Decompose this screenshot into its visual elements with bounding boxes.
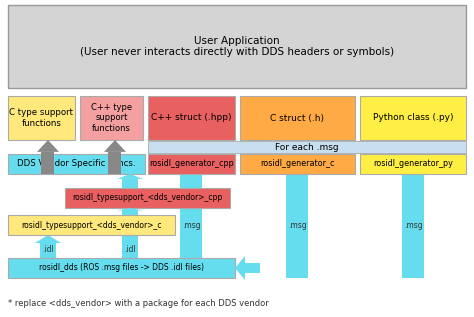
Polygon shape xyxy=(117,208,143,210)
Polygon shape xyxy=(180,174,202,278)
Bar xyxy=(80,96,143,140)
Polygon shape xyxy=(395,154,431,174)
Polygon shape xyxy=(122,179,138,188)
Text: rosidl_generator_cpp: rosidl_generator_cpp xyxy=(149,159,234,169)
Polygon shape xyxy=(245,263,260,273)
Polygon shape xyxy=(117,174,143,179)
Bar xyxy=(360,96,466,140)
Text: C struct (.h): C struct (.h) xyxy=(271,113,325,122)
Text: .idl: .idl xyxy=(42,244,54,254)
Polygon shape xyxy=(279,154,315,174)
Bar xyxy=(65,188,230,208)
Text: User Application
(User never interacts directly with DDS headers or symbols): User Application (User never interacts d… xyxy=(80,36,394,57)
Bar xyxy=(240,96,355,140)
Text: Python class (.py): Python class (.py) xyxy=(373,113,453,122)
Polygon shape xyxy=(40,243,56,258)
Bar xyxy=(8,5,466,88)
Bar xyxy=(148,141,466,153)
Bar xyxy=(240,154,355,174)
Text: For each .msg: For each .msg xyxy=(275,143,339,152)
Polygon shape xyxy=(122,230,138,258)
Polygon shape xyxy=(117,215,143,230)
Text: rosidl_typesupport_<dds_vendor>_c: rosidl_typesupport_<dds_vendor>_c xyxy=(21,221,162,230)
Polygon shape xyxy=(35,235,61,243)
Polygon shape xyxy=(286,174,308,278)
Text: C++ type
support
functions: C++ type support functions xyxy=(91,103,132,133)
Bar xyxy=(148,96,235,140)
Text: .msg: .msg xyxy=(182,221,201,230)
Text: .msg: .msg xyxy=(404,221,422,230)
Polygon shape xyxy=(235,256,245,280)
Text: rosidl_typesupport_<dds_vendor>_cpp: rosidl_typesupport_<dds_vendor>_cpp xyxy=(73,193,223,203)
Bar xyxy=(360,154,466,174)
Polygon shape xyxy=(122,210,138,215)
Text: .idl: .idl xyxy=(124,244,136,254)
Bar xyxy=(8,215,175,235)
Text: C type support
functions: C type support functions xyxy=(9,108,73,128)
Text: .msg: .msg xyxy=(288,221,306,230)
Polygon shape xyxy=(37,140,59,152)
Bar xyxy=(8,258,235,278)
Text: rosidl_generator_py: rosidl_generator_py xyxy=(373,159,453,169)
Text: rosidl_dds (ROS .msg files -> DDS .idl files): rosidl_dds (ROS .msg files -> DDS .idl f… xyxy=(39,263,204,273)
Polygon shape xyxy=(42,152,55,174)
Text: DDS Vendor Specific Funcs.: DDS Vendor Specific Funcs. xyxy=(17,159,136,169)
Bar xyxy=(8,96,75,140)
Bar xyxy=(148,154,235,174)
Polygon shape xyxy=(104,140,126,152)
Polygon shape xyxy=(109,152,121,174)
Polygon shape xyxy=(402,174,424,278)
Text: C++ struct (.hpp): C++ struct (.hpp) xyxy=(151,113,232,122)
Text: * replace <dds_vendor> with a package for each DDS vendor: * replace <dds_vendor> with a package fo… xyxy=(8,299,269,308)
Text: rosidl_generator_c: rosidl_generator_c xyxy=(260,159,335,169)
Polygon shape xyxy=(173,154,209,174)
Bar xyxy=(8,154,145,174)
